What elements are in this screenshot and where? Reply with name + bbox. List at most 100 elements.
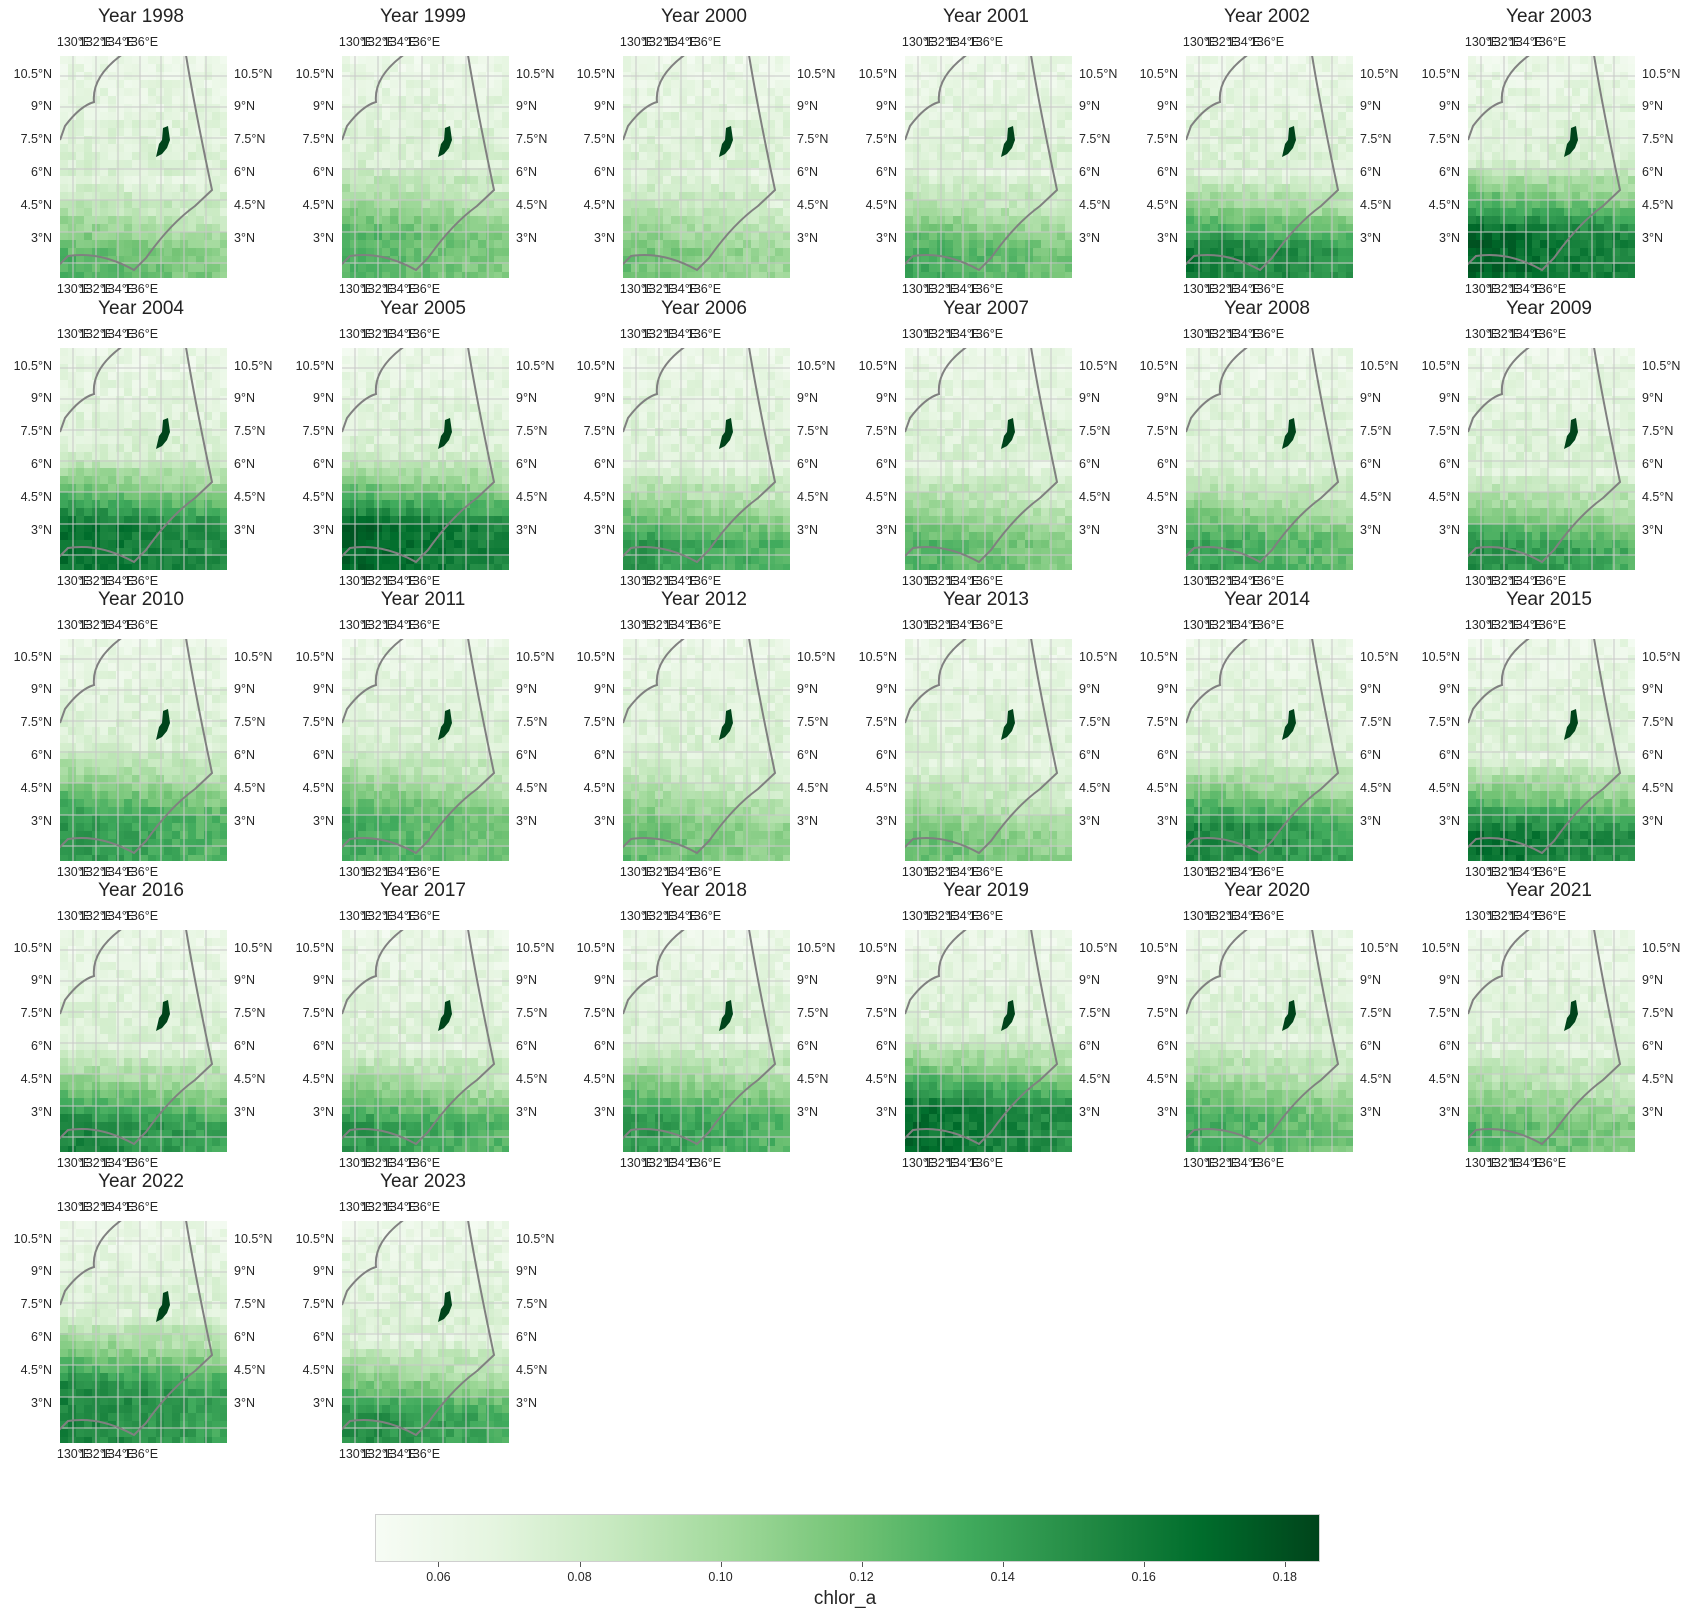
lat-tick-label: 7.5°N (1360, 424, 1392, 438)
colorbar-tick-mark (1143, 1562, 1145, 1567)
lat-tick-label: 6°N (31, 748, 52, 762)
colorbar-tick-mark (1002, 1562, 1004, 1567)
map-panel: Year 2013 130°E 130°E 132°E 132°E 134°E 134°E 1… (845, 589, 1127, 879)
lon-tick-label: 134°E (1508, 618, 1544, 632)
lon-tick-label: 130°E (901, 327, 937, 341)
lat-tick-label: 7.5°N (797, 1006, 829, 1020)
lat-tick-label: 4.5°N (1079, 198, 1111, 212)
island-shape (438, 126, 452, 157)
island-shape (156, 126, 170, 157)
eez-boundary-line (342, 1221, 496, 1437)
lon-tick-label: 130°E (1182, 618, 1218, 632)
lat-tick-label: 4.5°N (516, 1363, 548, 1377)
lon-tick-label: 130°E (56, 574, 92, 588)
lon-tick-label: 130°E (1464, 1156, 1500, 1170)
lon-tick-label: 132°E (923, 865, 959, 879)
lat-tick-label: 4.5°N (583, 198, 615, 212)
lon-tick-label: 134°E (1226, 909, 1262, 923)
lon-tick-label: 136°E (405, 618, 441, 632)
lon-tick-label: 132°E (78, 618, 114, 632)
map-panel: Year 2002 130°E 130°E 132°E 132°E 134°E 134°E 1… (1126, 6, 1408, 296)
island-shape (156, 709, 170, 740)
map-frame (1468, 639, 1635, 861)
lon-tick-label: 132°E (641, 865, 677, 879)
lat-tick-label: 7.5°N (1146, 715, 1178, 729)
lat-tick-label: 6°N (313, 1330, 334, 1344)
lat-tick-label: 9°N (1157, 682, 1178, 696)
lon-tick-label: 132°E (923, 574, 959, 588)
lat-tick-label: 10.5°N (1421, 650, 1460, 664)
lat-tick-label: 6°N (234, 1039, 255, 1053)
lat-tick-label: 7.5°N (1360, 715, 1392, 729)
lon-tick-label: 130°E (619, 282, 655, 296)
lon-tick-label: 130°E (338, 909, 374, 923)
panel-title: Year 2022 (98, 1171, 184, 1192)
lat-tick-label: 4.5°N (20, 1072, 52, 1086)
island-shape (438, 1000, 452, 1031)
lat-tick-label: 9°N (1360, 391, 1381, 405)
chlorophyll-raster (623, 639, 790, 861)
island-shape (1564, 709, 1578, 740)
lon-tick-label: 136°E (405, 1156, 441, 1170)
lat-tick-label: 3°N (797, 1105, 818, 1119)
lat-tick-label: 9°N (1439, 682, 1460, 696)
lon-tick-label: 134°E (945, 327, 981, 341)
lat-tick-label: 9°N (1642, 99, 1663, 113)
lat-tick-label: 6°N (1360, 748, 1381, 762)
lat-tick-label: 4.5°N (516, 198, 548, 212)
panel-title: Year 2020 (1224, 880, 1310, 901)
lat-tick-label: 10.5°N (13, 67, 52, 81)
lat-tick-label: 3°N (797, 231, 818, 245)
panel-title: Year 2019 (943, 880, 1029, 901)
lat-tick-label: 4.5°N (234, 490, 266, 504)
lat-tick-label: 4.5°N (583, 781, 615, 795)
lon-tick-label: 132°E (1204, 35, 1240, 49)
lat-tick-label: 10.5°N (516, 941, 555, 955)
lat-tick-label: 4.5°N (1079, 1072, 1111, 1086)
lat-tick-label: 10.5°N (234, 650, 273, 664)
lat-tick-label: 3°N (31, 523, 52, 537)
lat-tick-label: 9°N (516, 1264, 537, 1278)
lat-tick-label: 9°N (1157, 99, 1178, 113)
lon-tick-label: 132°E (360, 574, 396, 588)
lon-tick-label: 134°E (100, 865, 136, 879)
eez-boundary-line (623, 930, 777, 1146)
lon-tick-label: 136°E (968, 574, 1004, 588)
lon-tick-label: 134°E (663, 865, 699, 879)
lat-tick-label: 10.5°N (516, 1232, 555, 1246)
lat-tick-label: 3°N (594, 523, 615, 537)
lon-tick-label: 132°E (923, 1156, 959, 1170)
lon-tick-label: 134°E (382, 327, 418, 341)
lat-tick-label: 7.5°N (1642, 1006, 1674, 1020)
lat-tick-label: 10.5°N (1079, 941, 1118, 955)
lon-tick-label: 132°E (923, 618, 959, 632)
lon-tick-label: 132°E (78, 282, 114, 296)
panel-title: Year 2001 (943, 6, 1029, 27)
panel-title: Year 1998 (98, 6, 184, 27)
lat-tick-label: 6°N (516, 748, 537, 762)
lat-tick-label: 6°N (876, 457, 897, 471)
lon-tick-label: 130°E (56, 909, 92, 923)
colorbar-tick-label: 0.14 (990, 1570, 1015, 1584)
chlorophyll-raster (342, 639, 509, 861)
lat-tick-label: 9°N (797, 99, 818, 113)
map-frame (60, 56, 227, 278)
lon-tick-label: 130°E (56, 865, 92, 879)
lat-tick-label: 9°N (1360, 682, 1381, 696)
lon-tick-label: 130°E (56, 1200, 92, 1214)
map-frame (905, 56, 1072, 278)
lon-tick-label: 132°E (923, 327, 959, 341)
lat-tick-label: 3°N (876, 814, 897, 828)
lon-tick-label: 136°E (1249, 1156, 1285, 1170)
lat-tick-label: 7.5°N (516, 715, 548, 729)
lon-tick-label: 132°E (78, 909, 114, 923)
lat-tick-label: 9°N (516, 391, 537, 405)
lat-tick-label: 9°N (797, 973, 818, 987)
lat-tick-label: 9°N (876, 99, 897, 113)
lat-tick-label: 6°N (594, 165, 615, 179)
map-frame (60, 930, 227, 1152)
lon-tick-label: 136°E (123, 909, 159, 923)
eez-boundary-line (1468, 930, 1622, 1146)
lon-tick-label: 130°E (56, 1447, 92, 1461)
lat-tick-label: 10.5°N (1139, 941, 1178, 955)
